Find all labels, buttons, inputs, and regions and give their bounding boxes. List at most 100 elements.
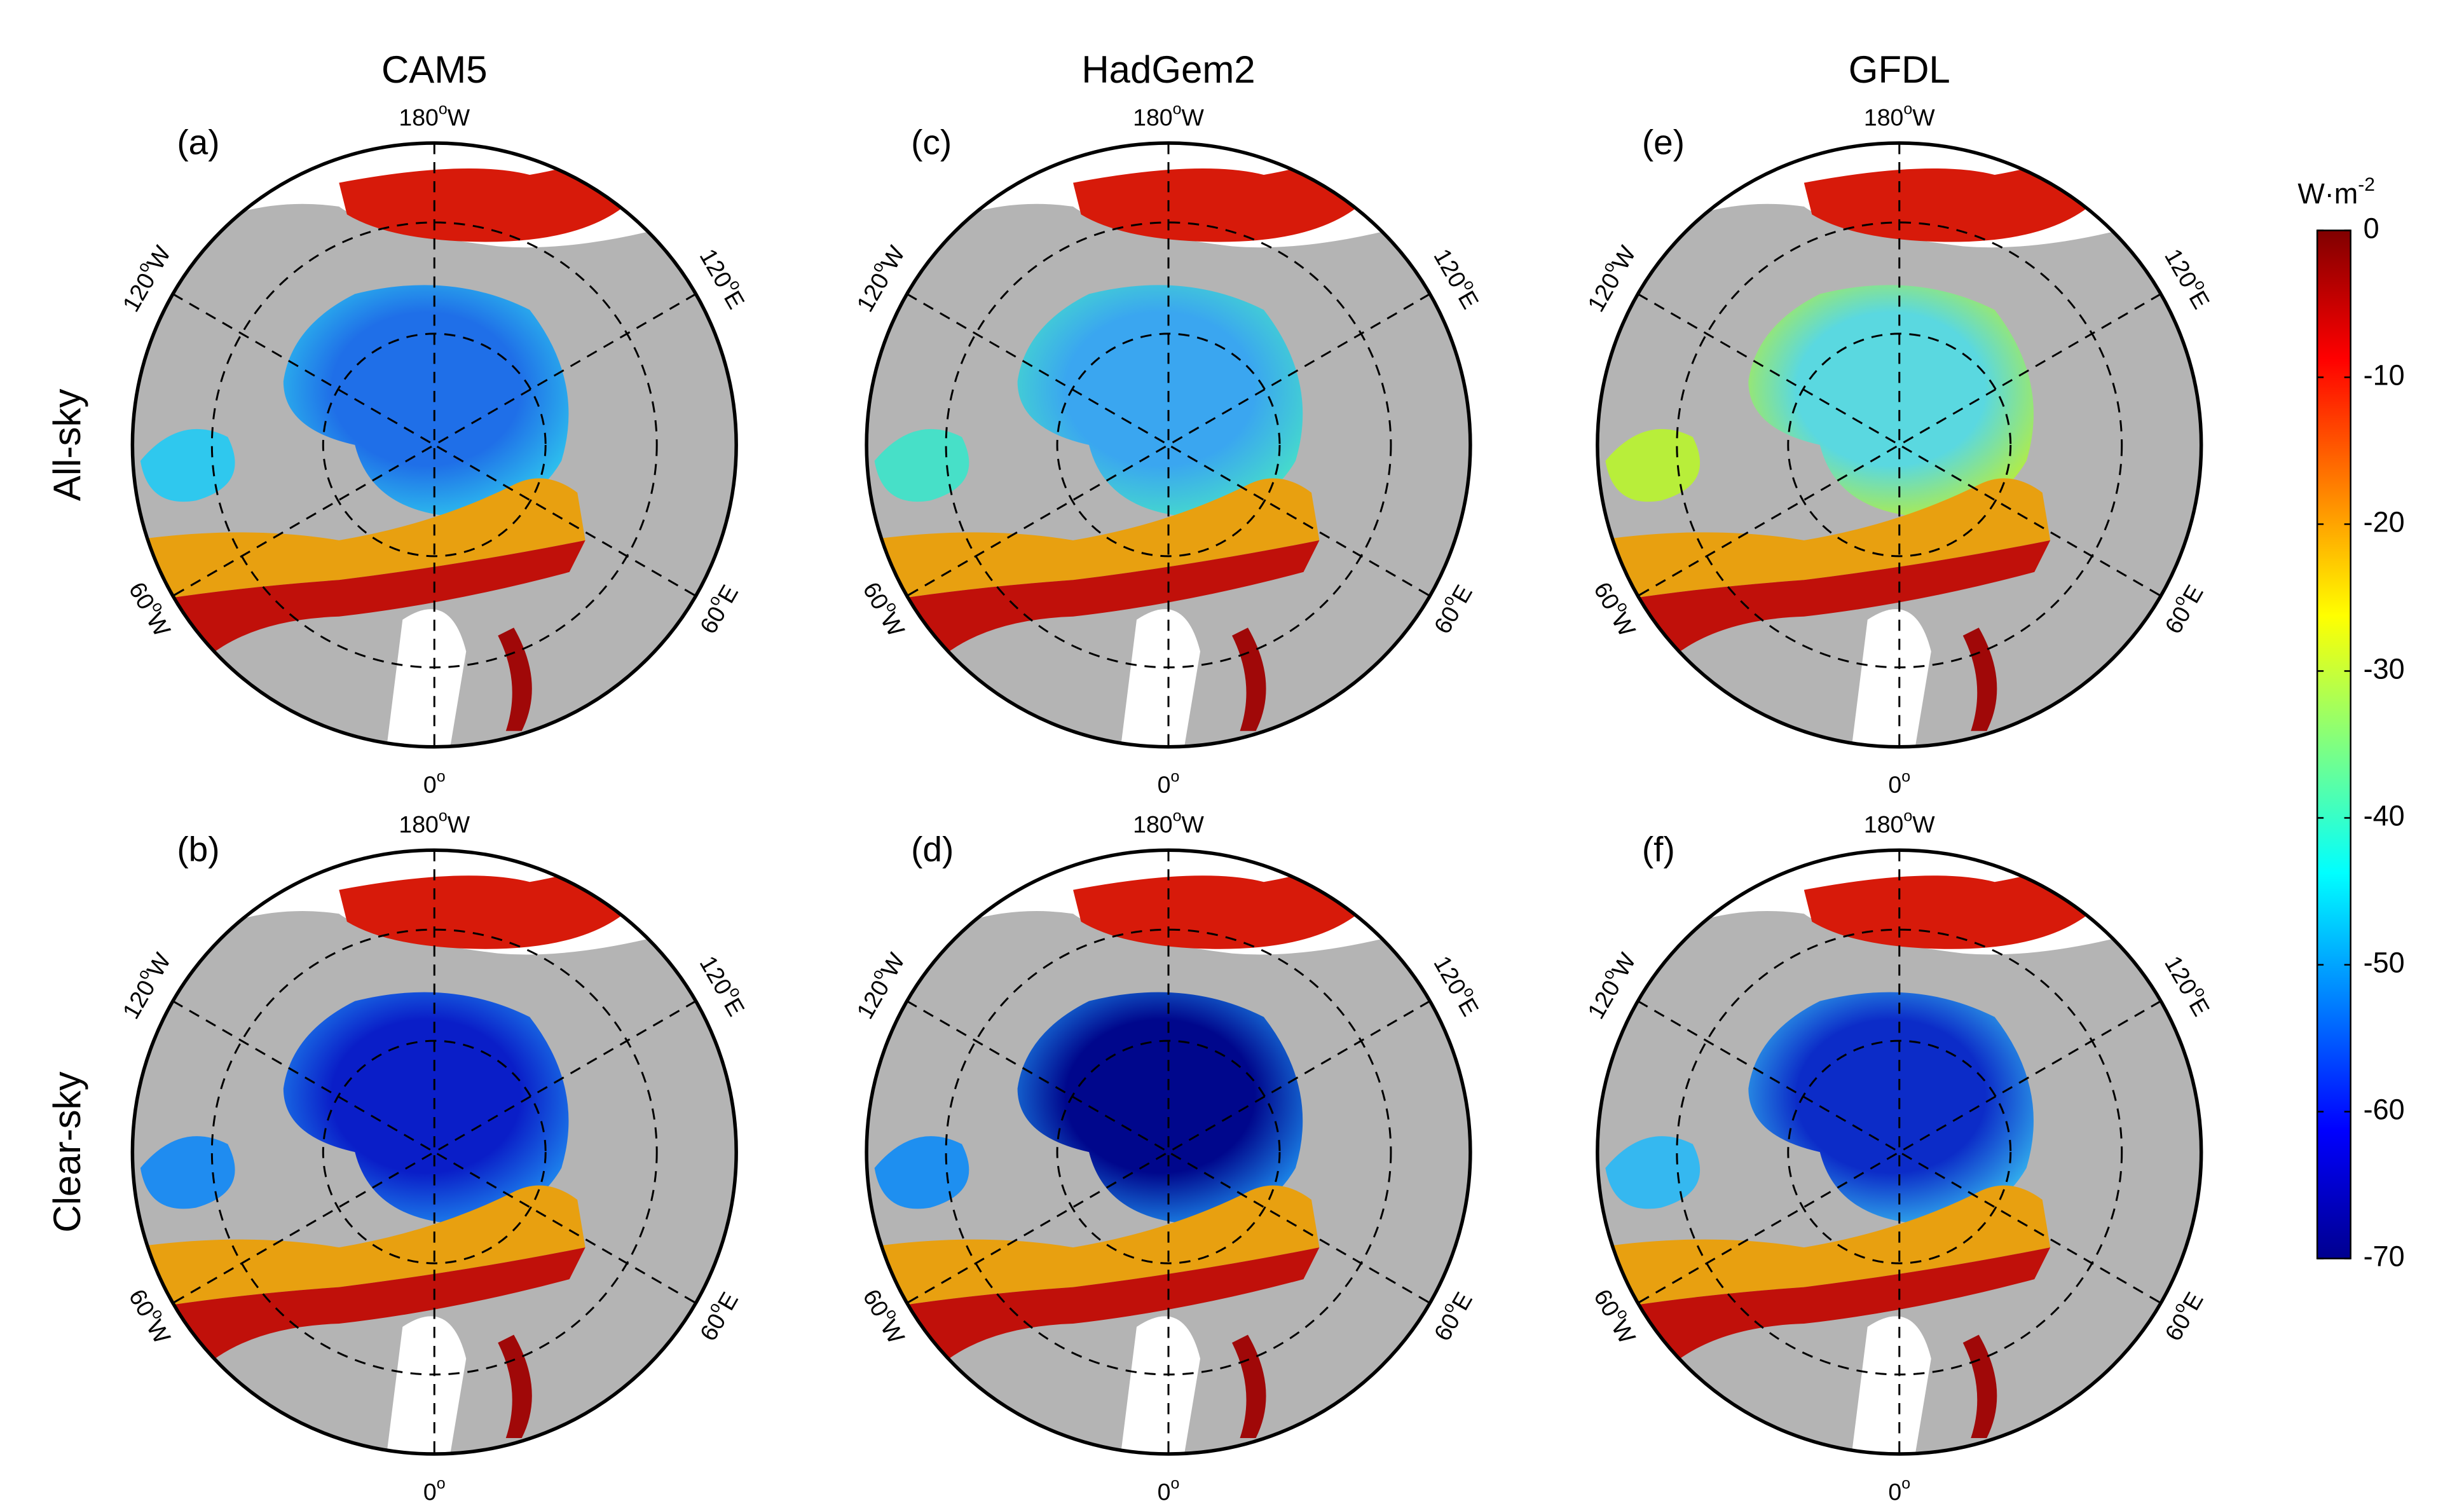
outside-ocean <box>1851 1316 1931 1455</box>
longitude-label: 0o <box>1158 1474 1180 1505</box>
text-part: o <box>1173 100 1182 118</box>
text-part: 60 <box>1428 602 1465 638</box>
text-part: W <box>142 608 176 641</box>
longitude-label: 180oW <box>1864 100 1935 130</box>
text-part: 180 <box>1133 811 1173 838</box>
colorbar-tick-label: -60 <box>2364 1093 2405 1125</box>
longitude-label: 180oW <box>1133 100 1204 130</box>
colorbar-tick-label: -30 <box>2364 652 2405 685</box>
longitude-label: 120oE <box>1428 949 1488 1020</box>
sea-ice-region <box>283 992 569 1224</box>
panel-letter: (f) <box>1642 830 1675 869</box>
text-part: 0 <box>423 771 437 798</box>
text-part: 0 <box>1888 1478 1901 1505</box>
text-part: E <box>719 993 750 1020</box>
text-part: E <box>719 286 750 313</box>
panel-letter: (c) <box>911 122 952 161</box>
meridian <box>906 293 1431 597</box>
column-title: GFDL <box>1849 48 1950 91</box>
map-border <box>130 848 738 1456</box>
longitude-label: 0o <box>423 767 446 798</box>
meridian <box>172 1000 697 1304</box>
colorbar-tick-label: -70 <box>2364 1240 2405 1272</box>
marginal-sea <box>866 1247 1320 1375</box>
marginal-sea <box>866 540 1320 668</box>
marginal-sea <box>1597 540 2051 668</box>
colorbar-tick-label: -50 <box>2364 946 2405 978</box>
sea-ice-region <box>1748 992 2034 1224</box>
sea-ice-region <box>283 285 569 517</box>
longitude-label: 120oE <box>1428 242 1488 313</box>
longitude-label: 180oW <box>399 807 470 837</box>
longitude-label: 0o <box>1158 767 1180 798</box>
marginal-sea <box>1232 1334 1266 1439</box>
text-part: 60 <box>2159 602 2196 638</box>
marginal-sea <box>132 478 585 604</box>
colorbar-unit: W·m-2 <box>2297 174 2375 210</box>
colorbar-tick-label: -20 <box>2364 505 2405 538</box>
text-part: 120 <box>1582 975 1626 1023</box>
marginal-sea <box>1597 1185 2051 1312</box>
text-part: 180 <box>399 104 439 130</box>
text-part: 180 <box>1864 811 1904 838</box>
longitude-label: 0o <box>423 1474 446 1505</box>
panel-letter: (b) <box>177 830 219 869</box>
row-title: All-sky <box>46 389 88 502</box>
map-border <box>1596 141 2203 749</box>
text-part: W <box>448 104 470 130</box>
map-border <box>1596 848 2203 1456</box>
text-part: E <box>2184 286 2215 313</box>
meridian <box>1637 293 2161 597</box>
outside-ocean <box>1851 609 1931 747</box>
text-part: o <box>1170 767 1179 785</box>
text-part: o <box>1903 807 1912 825</box>
text-part: 60 <box>694 602 730 638</box>
text-part: o <box>439 100 448 118</box>
marginal-sea <box>498 627 532 731</box>
marginal-sea <box>498 1334 532 1439</box>
marginal-sea <box>1232 627 1266 731</box>
sea-ice-region <box>1017 285 1303 517</box>
column-title: HadGem2 <box>1081 48 1255 91</box>
outside-ocean <box>1121 1316 1201 1455</box>
longitude-label: 0o <box>1888 1474 1910 1505</box>
meridian <box>1637 1000 2161 1304</box>
meridian <box>172 1000 697 1304</box>
text-part: 120 <box>117 975 160 1023</box>
text-part: W·m <box>2297 177 2358 210</box>
marginal-sea <box>866 478 1320 604</box>
map-border <box>130 141 738 749</box>
map-border <box>865 141 1472 749</box>
outside-ocean <box>1121 609 1201 747</box>
longitude-label: 180oW <box>1864 807 1935 837</box>
column-title: CAM5 <box>381 48 488 91</box>
meridian <box>906 1000 1431 1304</box>
marginal-sea <box>1597 1247 2051 1375</box>
map-panel <box>132 142 737 747</box>
meridian <box>906 1000 1431 1304</box>
text-part: o <box>1903 100 1912 118</box>
marginal-sea <box>1962 627 1997 731</box>
text-part: W <box>875 1315 910 1348</box>
text-part: -2 <box>2358 174 2375 195</box>
map-panel <box>1597 142 2201 747</box>
text-part: E <box>1453 993 1484 1020</box>
marginal-sea <box>132 1185 585 1312</box>
longitude-label: 120oE <box>695 949 754 1020</box>
outside-ocean <box>387 609 467 747</box>
text-part: o <box>1170 1474 1179 1492</box>
map-panel <box>866 850 1470 1455</box>
text-part: o <box>439 807 448 825</box>
marginal-sea <box>866 1185 1320 1312</box>
text-part: W <box>1182 811 1205 838</box>
text-part: 60 <box>1428 1309 1465 1345</box>
text-part: W <box>1606 1315 1641 1348</box>
panel-letter: (d) <box>911 830 954 869</box>
map-panel <box>1597 850 2201 1455</box>
text-part: 0 <box>423 1478 437 1505</box>
text-part: 0 <box>1158 771 1171 798</box>
text-part: o <box>1901 1474 1910 1492</box>
text-part: 120 <box>117 268 160 316</box>
text-part: 0 <box>1888 771 1901 798</box>
